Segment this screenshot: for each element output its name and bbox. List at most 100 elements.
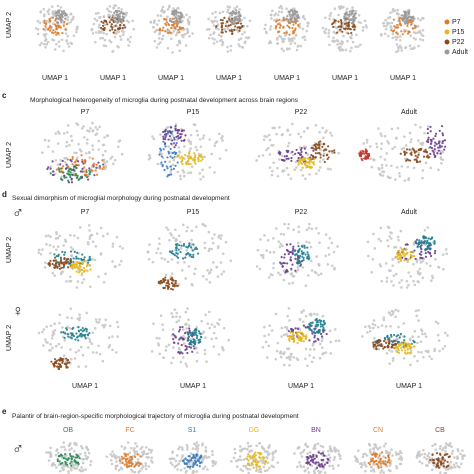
- cell-point: [352, 15, 355, 18]
- cell-point: [84, 259, 88, 263]
- cell-point: [276, 174, 280, 178]
- cell-point: [203, 465, 207, 468]
- cell-point: [149, 451, 153, 454]
- cell-point: [188, 242, 191, 245]
- cell-point: [279, 261, 282, 264]
- cell-point: [49, 259, 52, 263]
- cell-point: [71, 248, 75, 251]
- cell-point: [283, 253, 286, 256]
- cell-point: [292, 14, 295, 17]
- cell-point: [385, 351, 389, 355]
- x-axis-label: UMAP 1: [274, 75, 300, 82]
- cell-point: [282, 18, 285, 21]
- cell-point: [190, 343, 193, 346]
- cell-point: [80, 170, 83, 173]
- cell-point: [189, 162, 192, 166]
- cell-point: [174, 243, 178, 246]
- cell-point: [208, 281, 212, 284]
- cell-point: [314, 340, 317, 343]
- cell-point: [296, 327, 300, 330]
- cell-point: [362, 142, 366, 145]
- cell-point: [94, 126, 98, 129]
- cell-point: [327, 453, 331, 457]
- cell-point: [54, 30, 57, 34]
- cell-point: [267, 445, 271, 449]
- cell-point: [250, 461, 253, 464]
- cell-point: [386, 460, 389, 463]
- cell-point: [310, 360, 314, 364]
- cell-point: [398, 172, 401, 175]
- cell-point: [43, 39, 47, 43]
- cell-point: [187, 171, 190, 175]
- cell-point: [110, 25, 113, 28]
- cell-point: [58, 168, 61, 171]
- cell-point: [45, 451, 48, 454]
- cell-point: [58, 264, 61, 268]
- cell-point: [367, 461, 370, 465]
- cell-point: [64, 462, 67, 466]
- cell-point: [85, 311, 88, 315]
- cell-point: [281, 40, 285, 43]
- cell-point: [291, 281, 294, 285]
- cell-point: [65, 23, 68, 26]
- cell-point: [101, 153, 105, 157]
- cell-point: [289, 42, 293, 46]
- cell-point: [174, 164, 177, 167]
- cell-point: [54, 344, 58, 348]
- cell-point: [197, 158, 200, 161]
- cell-point: [370, 271, 373, 274]
- cell-point: [402, 28, 406, 32]
- cell-point: [350, 33, 354, 37]
- cell-point: [211, 453, 214, 457]
- cell-point: [81, 330, 84, 333]
- cell-point: [97, 161, 100, 164]
- cell-point: [419, 31, 422, 35]
- cell-point: [138, 462, 141, 465]
- cell-point: [59, 26, 63, 29]
- cell-point: [183, 466, 186, 470]
- cell-point: [427, 250, 430, 254]
- cell-point: [91, 144, 94, 148]
- cell-point: [358, 462, 362, 466]
- cell-point: [176, 261, 180, 264]
- cell-point: [246, 455, 249, 458]
- cell-point: [269, 13, 273, 17]
- cell-point: [214, 27, 218, 30]
- cell-point: [322, 319, 325, 322]
- cell-point: [296, 13, 300, 16]
- cell-point: [290, 156, 293, 160]
- cell-point: [348, 19, 351, 22]
- cell-point: [292, 334, 295, 337]
- cell-point: [116, 13, 119, 17]
- cell-point: [170, 251, 173, 255]
- cell-point: [198, 340, 202, 343]
- cell-point: [403, 10, 406, 13]
- cell-point: [117, 30, 121, 34]
- cell-point: [400, 286, 403, 289]
- cell-point: [72, 260, 75, 264]
- cell-point: [342, 34, 345, 38]
- sex-symbol: ♀: [12, 303, 24, 320]
- cell-point: [283, 256, 286, 259]
- cell-point: [407, 271, 411, 274]
- cell-point: [157, 281, 160, 284]
- cell-point: [333, 20, 336, 23]
- cell-point: [321, 145, 324, 149]
- cell-point: [207, 36, 211, 40]
- cell-point: [170, 233, 173, 237]
- cell-point: [311, 332, 314, 335]
- cell-point: [172, 142, 176, 145]
- cell-point: [414, 309, 418, 313]
- cell-point: [122, 24, 125, 27]
- cell-point: [233, 21, 236, 24]
- cell-point: [189, 140, 192, 144]
- cell-point: [175, 141, 178, 145]
- cell-point: [434, 141, 437, 144]
- cell-point: [193, 160, 196, 163]
- cell-point: [463, 454, 466, 457]
- cell-point: [369, 157, 373, 160]
- cell-point: [450, 466, 453, 470]
- cell-point: [187, 324, 191, 328]
- cell-point: [321, 126, 324, 130]
- cell-point: [187, 22, 191, 26]
